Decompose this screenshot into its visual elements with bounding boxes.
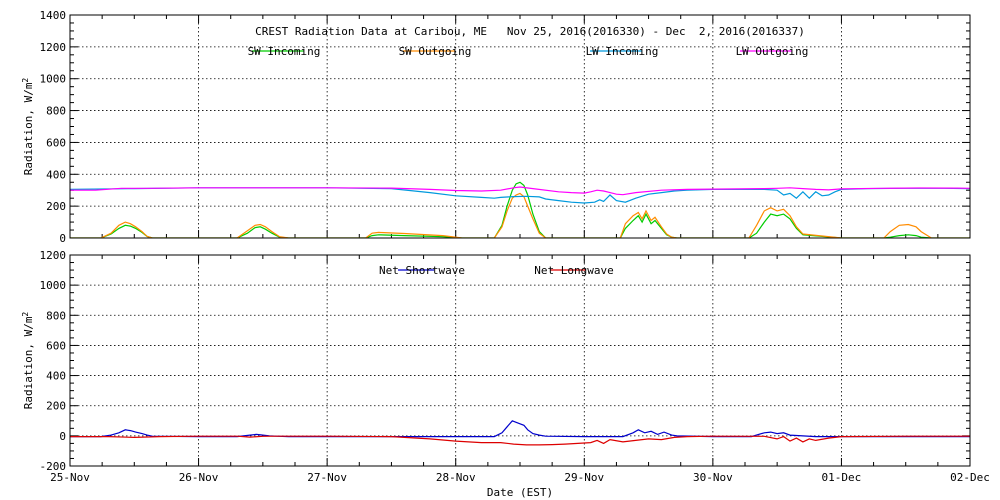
y-tick-label: -200 — [40, 460, 67, 473]
y-tick-label: 1200 — [40, 249, 67, 262]
series-line-lw-incoming — [70, 187, 970, 204]
legend-label: SW Incoming — [248, 45, 321, 58]
x-axis-label: Date (EST) — [487, 486, 553, 499]
legend-label: LW Incoming — [586, 45, 659, 58]
y-tick-label: 200 — [46, 400, 66, 413]
y-tick-label: 600 — [46, 136, 66, 149]
y-tick-label: 600 — [46, 339, 66, 352]
y-tick-label: 0 — [59, 430, 66, 443]
y-tick-label: 1000 — [40, 279, 67, 292]
y-tick-label: 1000 — [40, 73, 67, 86]
legend-label: Net Longwave — [534, 264, 613, 277]
chart-title: CREST Radiation Data at Caribou, ME Nov … — [255, 25, 805, 38]
series-line-net-longwave — [70, 435, 970, 446]
series-line-lw-outgoing — [70, 186, 970, 196]
y-tick-label: 1200 — [40, 41, 67, 54]
x-tick-label: 26-Nov — [179, 471, 219, 484]
series-line-net-shortwave — [70, 420, 970, 438]
y-axis-label-exponent: 2 — [21, 78, 30, 83]
x-tick-label: 25-Nov — [50, 471, 90, 484]
legend-label: Net Shortwave — [379, 264, 465, 277]
plot-frame — [69, 14, 971, 239]
legend-label: LW Outgoing — [736, 45, 809, 58]
y-tick-label: 400 — [46, 370, 66, 383]
x-tick-label: 01-Dec — [822, 471, 862, 484]
x-tick-label: 27-Nov — [307, 471, 347, 484]
y-tick-label: 800 — [46, 309, 66, 322]
x-tick-label: 28-Nov — [436, 471, 476, 484]
plot-frame — [69, 254, 971, 467]
y-axis-label: Radiation, W/m2 — [21, 78, 35, 176]
y-axis-label-exponent: 2 — [21, 312, 30, 317]
series-line-sw-incoming — [70, 181, 970, 238]
y-axis-label: Radiation, W/m2 — [21, 312, 35, 410]
y-tick-label: 400 — [46, 168, 66, 181]
top-panel: 0 200 400 600 800 1000 1200 1400 Radiation, W/m2… — [21, 9, 971, 245]
y-tick-label: 200 — [46, 200, 66, 213]
bottom-panel: -200 0 200 400 600 800 1000 1200 Radiation, W/m2… — [21, 249, 990, 499]
x-tick-label: 30-Nov — [693, 471, 733, 484]
x-tick-label: 29-Nov — [564, 471, 604, 484]
x-tick-label: 02-Dec — [950, 471, 990, 484]
y-tick-label: 800 — [46, 105, 66, 118]
y-tick-label: 0 — [59, 232, 66, 245]
y-tick-label: 1400 — [40, 9, 67, 22]
series-line-sw-outgoing — [70, 192, 970, 238]
legend-label: SW Outgoing — [399, 45, 472, 58]
